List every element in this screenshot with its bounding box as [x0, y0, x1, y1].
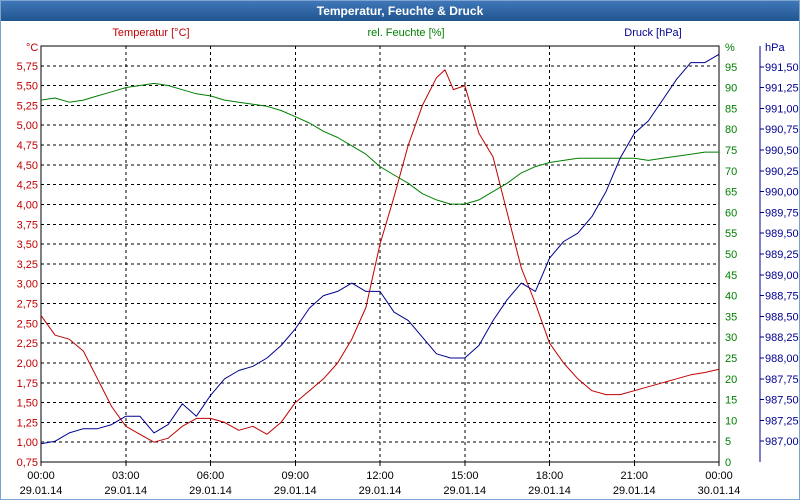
title-bar: [1, 1, 799, 21]
x-tick-label-date: 29.01.14: [274, 485, 317, 497]
temperature-tick-label: 4,50: [17, 160, 38, 172]
pressure-tick-label: 990,50: [765, 145, 799, 157]
humidity-tick-label: 70: [725, 166, 737, 178]
pressure-tick-label: 989,25: [765, 249, 799, 261]
x-tick-label-date: 30.01.14: [698, 485, 741, 497]
x-tick-label-time: 00:00: [27, 470, 55, 482]
pressure-tick-label: 990,75: [765, 124, 799, 136]
humidity-tick-label: 65: [725, 187, 737, 199]
pressure-tick-label: 991,00: [765, 103, 799, 115]
x-tick-label-time: 18:00: [536, 470, 564, 482]
temperature-unit-label: °C: [26, 42, 38, 54]
pressure-tick-label: 990,00: [765, 187, 799, 199]
chart-title: Temperatur, Feuchte & Druck: [316, 4, 484, 18]
temperature-tick-label: 3,25: [17, 259, 38, 271]
x-tick-label-date: 29.01.14: [104, 485, 147, 497]
x-tick-label-time: 06:00: [197, 470, 225, 482]
temperature-tick-label: 2,00: [17, 358, 38, 370]
pressure-tick-label: 990,25: [765, 166, 799, 178]
humidity-series-line: [40, 82, 719, 205]
pressure-tick-label: 988,00: [765, 353, 799, 365]
temperature-tick-label: 3,75: [17, 219, 38, 231]
temperature-tick-label: 1,75: [17, 378, 38, 390]
x-tick-label-time: 03:00: [112, 470, 140, 482]
pressure-tick-label: 989,00: [765, 270, 799, 282]
x-tick-label-time: 12:00: [366, 470, 394, 482]
temperature-tick-label: 5,25: [17, 100, 38, 112]
pressure-tick-label: 991,25: [765, 83, 799, 95]
x-tick-label-date: 29.01.14: [20, 485, 63, 497]
humidity-unit-label: %: [725, 42, 735, 54]
humidity-tick-label: 10: [725, 415, 737, 427]
humidity-tick-label: 30: [725, 332, 737, 344]
pressure-tick-label: 987,50: [765, 395, 799, 407]
temperature-tick-label: 5,50: [17, 81, 38, 93]
pressure-tick-label: 987,00: [765, 436, 799, 448]
pressure-tick-label: 989,50: [765, 228, 799, 240]
temperature-tick-label: 5,00: [17, 120, 38, 132]
temperature-tick-label: 1,00: [17, 437, 38, 449]
temperature-tick-label: 1,50: [17, 398, 38, 410]
x-tick-label-date: 29.01.14: [443, 485, 486, 497]
pressure-tick-label: 988,50: [765, 311, 799, 323]
humidity-tick-label: 90: [725, 83, 737, 95]
humidity-tick-label: 45: [725, 270, 737, 282]
pressure-tick-label: 987,25: [765, 415, 799, 427]
pressure-tick-label: 988,25: [765, 332, 799, 344]
temperature-tick-label: 3,00: [17, 279, 38, 291]
temperature-tick-label: 4,75: [17, 140, 38, 152]
temperature-tick-label: 0,75: [17, 457, 38, 469]
x-tick-label-date: 29.01.14: [189, 485, 232, 497]
humidity-tick-label: 95: [725, 62, 737, 74]
humidity-tick-label: 5: [725, 436, 731, 448]
humidity-tick-label: 75: [725, 145, 737, 157]
temperature-tick-label: 2,50: [17, 318, 38, 330]
pressure-tick-label: 987,75: [765, 374, 799, 386]
temperature-axis-label: Temperatur [°C]: [112, 27, 189, 39]
humidity-tick-label: 0: [725, 457, 731, 469]
humidity-tick-label: 80: [725, 124, 737, 136]
humidity-tick-label: 60: [725, 207, 737, 219]
temperature-tick-label: 2,25: [17, 338, 38, 350]
temperature-tick-label: 4,00: [17, 199, 38, 211]
x-tick-label-time: 00:00: [705, 470, 733, 482]
temperature-series-line: [40, 69, 720, 443]
humidity-tick-label: 20: [725, 374, 737, 386]
humidity-tick-label: 35: [725, 311, 737, 323]
x-tick-label-date: 29.01.14: [359, 485, 402, 497]
x-tick-label-date: 29.01.14: [613, 485, 656, 497]
x-tick-label-date: 29.01.14: [528, 485, 571, 497]
temperature-tick-label: 2,75: [17, 299, 38, 311]
humidity-tick-label: 15: [725, 395, 737, 407]
pressure-tick-label: 989,75: [765, 207, 799, 219]
humidity-tick-label: 55: [725, 228, 737, 240]
pressure-tick-label: 991,50: [765, 62, 799, 74]
pressure-series-line: [40, 53, 720, 445]
humidity-axis-label: rel. Feuchte [%]: [367, 27, 444, 39]
pressure-unit-label: hPa: [765, 42, 785, 54]
x-tick-label-time: 21:00: [620, 470, 648, 482]
temperature-tick-label: 3,50: [17, 239, 38, 251]
temperature-tick-label: 5,75: [17, 61, 38, 73]
x-tick-label-time: 09:00: [281, 470, 309, 482]
pressure-axis-label: Druck [hPa]: [624, 27, 681, 39]
humidity-tick-label: 50: [725, 249, 737, 261]
temperature-tick-label: 4,25: [17, 180, 38, 192]
humidity-tick-label: 40: [725, 291, 737, 303]
temperature-tick-label: 1,25: [17, 417, 38, 429]
x-tick-label-time: 15:00: [451, 470, 479, 482]
humidity-tick-label: 25: [725, 353, 737, 365]
humidity-tick-label: 85: [725, 103, 737, 115]
plot-area: [41, 46, 719, 462]
pressure-tick-label: 988,75: [765, 291, 799, 303]
